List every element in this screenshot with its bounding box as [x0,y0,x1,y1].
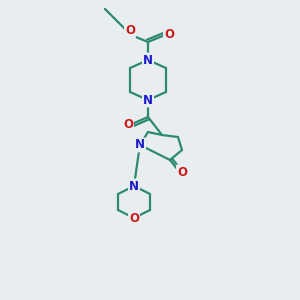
Text: O: O [125,25,135,38]
Text: O: O [177,166,187,178]
Text: N: N [135,139,145,152]
Text: O: O [129,212,139,224]
Text: N: N [129,179,139,193]
Text: N: N [143,94,153,106]
Text: O: O [164,28,174,41]
Text: O: O [123,118,133,131]
Text: N: N [143,53,153,67]
